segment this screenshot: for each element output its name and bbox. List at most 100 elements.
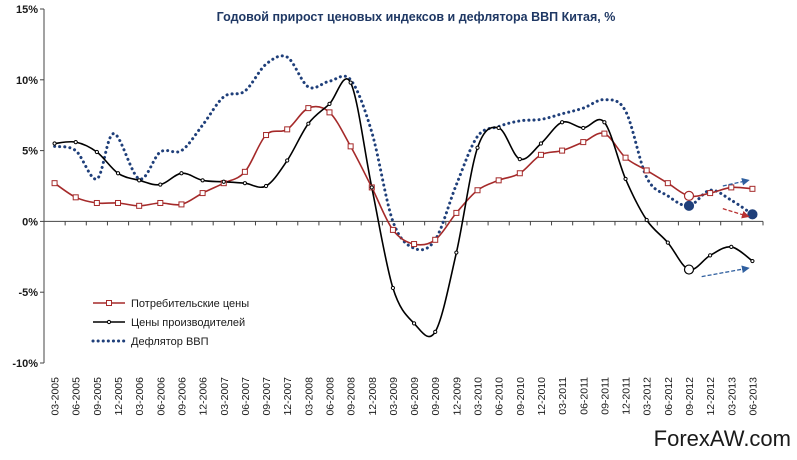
trend-arrow xyxy=(722,208,750,219)
data-point xyxy=(644,217,649,223)
data-point xyxy=(729,244,734,249)
x-tick-label: 06-2013 xyxy=(747,377,759,416)
data-point xyxy=(369,185,374,190)
data-point xyxy=(495,177,502,184)
legend-item: Цены производителей xyxy=(93,317,245,329)
highlight-point xyxy=(683,200,695,211)
data-point xyxy=(348,80,353,85)
data-point xyxy=(750,258,755,264)
data-point xyxy=(73,140,78,145)
data-point xyxy=(749,185,756,192)
highlight-point xyxy=(683,264,695,275)
data-point xyxy=(601,130,608,137)
highlight-point xyxy=(683,190,695,202)
data-point xyxy=(94,149,99,155)
data-point xyxy=(411,241,418,248)
data-point xyxy=(454,250,459,255)
data-point xyxy=(517,156,522,162)
y-tick-label: -5% xyxy=(18,287,38,299)
x-tick-label: 09-2008 xyxy=(346,377,358,416)
data-point xyxy=(327,101,332,106)
watermark: ForexAW.com xyxy=(654,426,791,451)
data-point xyxy=(93,199,100,206)
legend-label: Цены производителей xyxy=(131,317,245,329)
data-point xyxy=(432,236,439,243)
data-point xyxy=(496,125,501,131)
x-tick-label: 03-2009 xyxy=(388,377,400,416)
x-tick-label: 12-2009 xyxy=(451,377,463,416)
trend-arrow xyxy=(701,265,750,278)
data-point xyxy=(306,121,311,126)
x-tick-label: 12-2007 xyxy=(282,377,294,416)
x-tick-label: 03-2010 xyxy=(473,377,485,416)
x-tick-label: 09-2007 xyxy=(261,377,273,416)
data-point xyxy=(158,182,163,187)
x-tick-label: 12-2012 xyxy=(705,377,717,416)
x-tick-label: 12-2010 xyxy=(536,377,548,416)
x-tick-label: 06-2012 xyxy=(663,377,675,416)
x-tick-label: 09-2012 xyxy=(684,377,696,416)
y-axis: 15% 10% 5% 0% -5% -10% xyxy=(12,4,45,370)
x-tick-label: 06-2009 xyxy=(409,377,421,416)
x-tick-label: 06-2011 xyxy=(578,377,590,415)
series-line-1 xyxy=(54,78,753,338)
data-point xyxy=(179,171,184,176)
data-point xyxy=(581,125,586,131)
data-point xyxy=(411,321,417,326)
highlight-point xyxy=(747,209,758,220)
data-point xyxy=(664,180,671,187)
data-point xyxy=(433,329,438,334)
data-point xyxy=(178,201,185,208)
data-point xyxy=(242,181,247,186)
chart-title: Годовой прирост ценовых индексов и дефля… xyxy=(217,10,616,24)
data-point xyxy=(623,176,628,182)
data-point xyxy=(728,184,735,191)
x-tick-label: 12-2008 xyxy=(367,377,379,416)
legend-marker xyxy=(106,319,112,325)
data-point xyxy=(115,171,121,176)
x-tick-label: 03-2006 xyxy=(134,377,146,416)
legend-item: Дефлятор ВВП xyxy=(91,336,209,348)
legend: Потребительские цены Цены производителей Д… xyxy=(91,298,249,348)
data-point xyxy=(347,143,354,150)
data-point xyxy=(241,168,248,175)
x-tick-label: 03-2012 xyxy=(642,377,654,416)
data-point xyxy=(263,183,269,189)
data-point xyxy=(643,167,650,174)
data-point xyxy=(72,194,79,201)
data-point xyxy=(263,132,270,139)
data-point xyxy=(622,154,629,161)
x-tick-label: 09-2006 xyxy=(176,377,188,416)
x-tick-label: 06-2008 xyxy=(324,377,336,416)
legend-label: Потребительские цены xyxy=(131,298,249,310)
x-axis: 03-2005 06-2005 09-2005 12-2005 03-2006 06-20… xyxy=(43,220,764,416)
x-tick-label: 03-2007 xyxy=(219,377,231,416)
x-tick-label: 03-2011 xyxy=(557,377,569,415)
data-point xyxy=(580,139,587,146)
legend-marker xyxy=(106,300,112,306)
data-point xyxy=(560,120,565,125)
data-point xyxy=(707,190,714,197)
data-point xyxy=(115,199,122,206)
x-tick-label: 06-2010 xyxy=(494,377,506,416)
x-tick-label: 12-2005 xyxy=(113,377,125,416)
x-tick-label: 06-2005 xyxy=(71,377,83,416)
data-point xyxy=(474,187,481,194)
data-point xyxy=(559,147,566,154)
x-tick-label: 09-2009 xyxy=(430,377,442,416)
data-point xyxy=(221,179,226,184)
data-point xyxy=(284,126,291,133)
x-tick-label: 09-2005 xyxy=(92,377,104,416)
trend-arrows xyxy=(701,177,750,278)
data-point xyxy=(708,253,713,258)
legend-label: Дефлятор ВВП xyxy=(131,336,209,348)
data-point xyxy=(665,240,670,245)
data-point xyxy=(516,170,523,177)
data-point xyxy=(453,209,460,216)
y-tick-label: 0% xyxy=(22,216,38,228)
x-tick-label: 09-2011 xyxy=(599,377,611,415)
series-lines xyxy=(53,54,754,338)
x-tick-label: 03-2013 xyxy=(726,377,738,416)
data-point xyxy=(157,199,164,206)
